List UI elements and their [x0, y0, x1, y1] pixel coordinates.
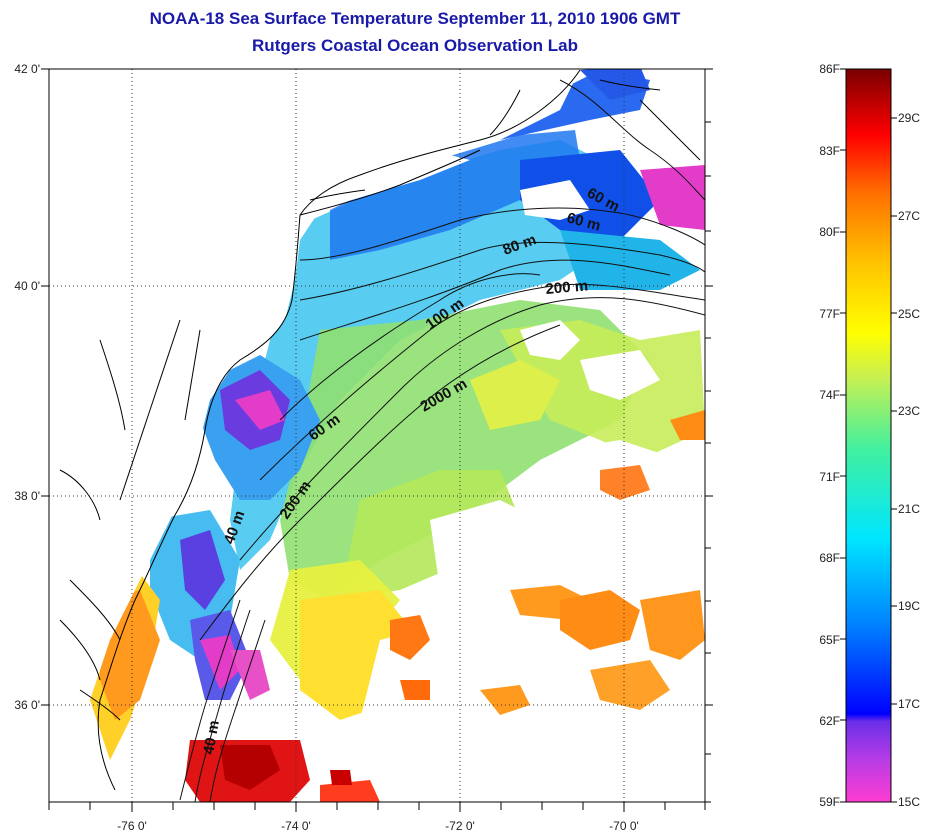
graticule: [49, 69, 705, 802]
colorbar-c-label: 19C: [898, 599, 920, 613]
lat-tick-label: 36 0': [14, 698, 40, 712]
lon-tick-label: -76 0': [117, 819, 147, 832]
map-border: [48, 68, 706, 803]
colorbar-c-label: 17C: [898, 697, 920, 711]
map-title: NOAA-18 Sea Surface Temperature Septembe…: [149, 9, 681, 28]
tick-marks: [41, 68, 713, 812]
colorbar-f-label: 74F: [819, 388, 840, 402]
colorbar-c-label: 21C: [898, 502, 920, 516]
contour-label: 200 m: [545, 277, 589, 298]
colorbar-f-label: 86F: [819, 62, 840, 76]
lon-tick-label: -72 0': [445, 819, 475, 832]
colorbar-f-label: 62F: [819, 714, 840, 728]
coastline: [59, 69, 701, 791]
colorbar-f-label: 68F: [819, 551, 840, 565]
colorbar-f-label: 83F: [819, 144, 840, 158]
lon-tick-label: -74 0': [281, 819, 311, 832]
colorbar-c-label: 15C: [898, 795, 920, 809]
colorbar-ticks: [840, 68, 897, 803]
lat-tick-label: 38 0': [14, 489, 40, 503]
colorbar-f-label: 59F: [819, 795, 840, 809]
colorbar-c-label: 27C: [898, 209, 920, 223]
colorbar-c-label: 29C: [898, 111, 920, 125]
colorbar-f-label: 80F: [819, 225, 840, 239]
map-subtitle: Rutgers Coastal Ocean Observation Lab: [252, 36, 578, 55]
colorbar-f-label: 71F: [819, 470, 840, 484]
lat-tick-label: 40 0': [14, 279, 40, 293]
colorbar-c-label: 25C: [898, 307, 920, 321]
colorbar-c-label: 23C: [898, 404, 920, 418]
colorbar-f-label: 77F: [819, 307, 840, 321]
colorbar-f-label: 65F: [819, 633, 840, 647]
temperature-colorbar: [845, 68, 892, 803]
lat-tick-label: 42 0': [14, 62, 40, 76]
contour-label: 40 m: [200, 719, 223, 756]
sst-imagery: [49, 69, 705, 802]
lon-tick-label: -70 0': [609, 819, 639, 832]
bathymetry-contours: [179, 79, 705, 802]
